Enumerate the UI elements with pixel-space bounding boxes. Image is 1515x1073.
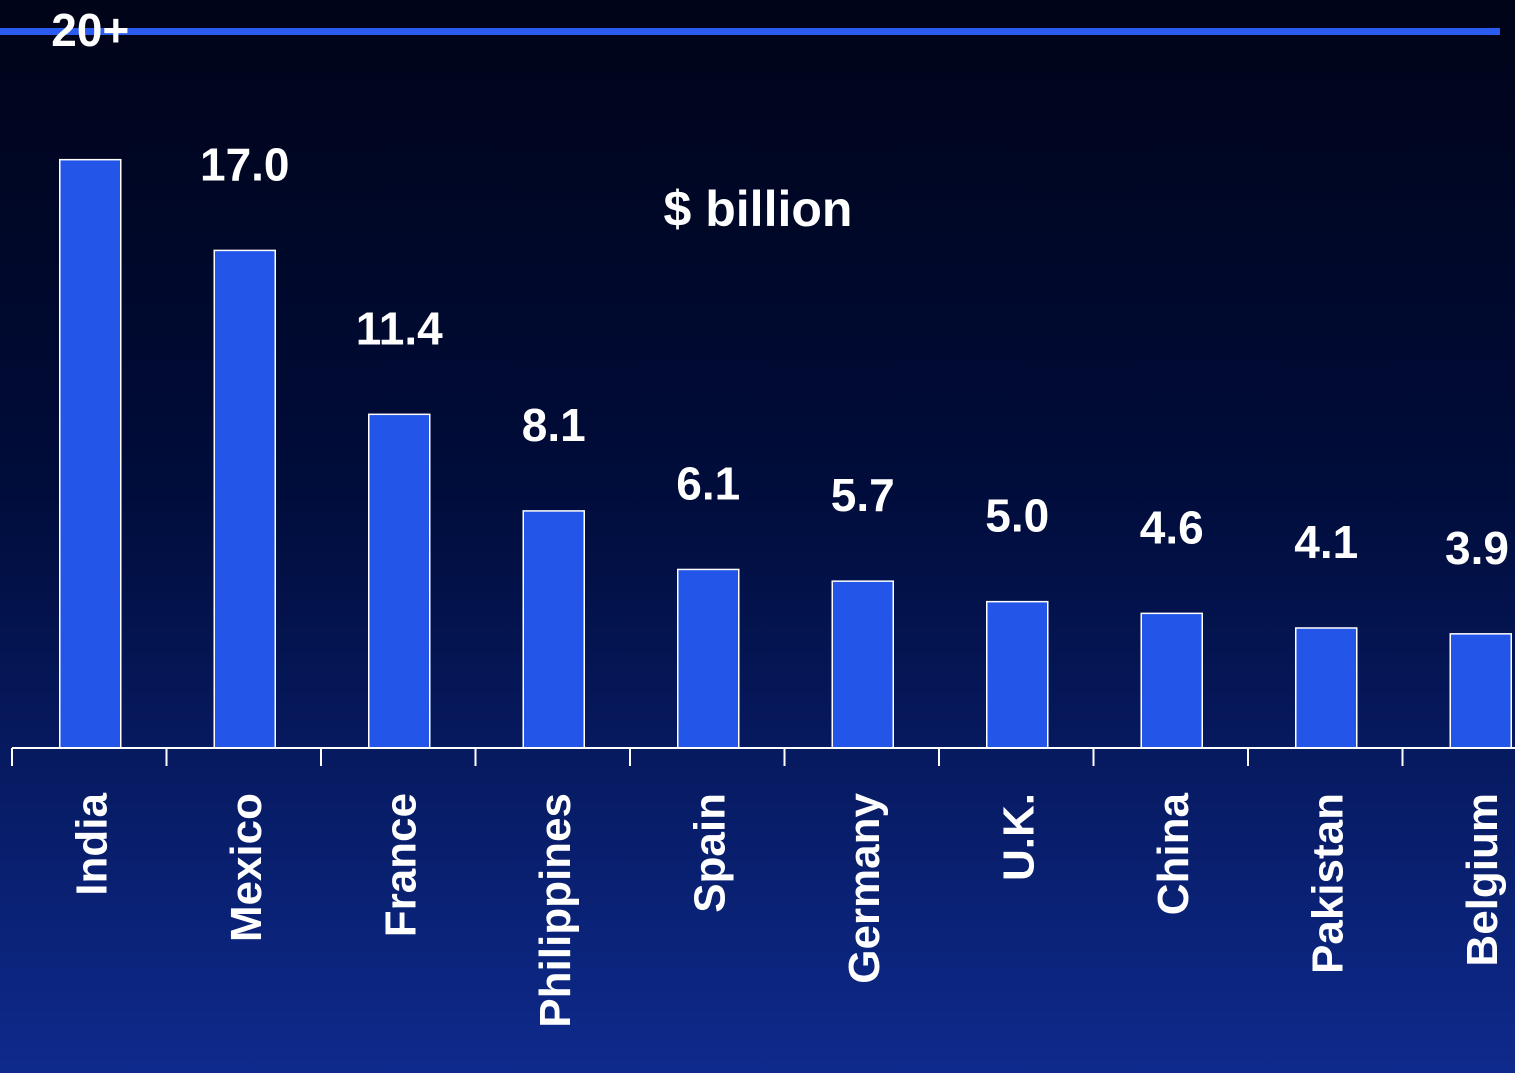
value-label: 20+ [51, 4, 129, 56]
bar-uk [986, 600, 1049, 749]
bar-belgium [1449, 633, 1512, 749]
bar-mexico [213, 249, 276, 749]
x-axis-ticks [11, 748, 1404, 766]
category-label: China [1149, 792, 1198, 915]
value-label: 3.9 [1445, 522, 1509, 574]
bar-india [59, 158, 122, 749]
bars-group [59, 158, 1512, 749]
value-label: 5.7 [831, 469, 895, 521]
category-label: Belgium [1458, 793, 1507, 967]
category-label: India [67, 792, 116, 895]
bar-spain [677, 568, 740, 749]
value-label: 5.0 [985, 490, 1049, 542]
bar-pakistan [1295, 627, 1358, 749]
value-label: 4.6 [1140, 501, 1204, 553]
bar-china [1140, 612, 1203, 749]
category-label: Spain [685, 793, 734, 913]
value-label: 8.1 [522, 399, 586, 451]
value-labels-group: 20+ 17.0 11.4 8.1 6.1 5.7 5.0 4.6 4.1 3.9 [51, 4, 1509, 574]
value-label: 17.0 [200, 138, 290, 190]
bar-germany [831, 580, 894, 749]
header-rule [0, 28, 1500, 35]
category-label: Philippines [531, 793, 580, 1028]
category-label: U.K. [994, 793, 1043, 881]
bar-france [368, 413, 431, 749]
value-label: 4.1 [1294, 516, 1358, 568]
category-label: Pakistan [1303, 793, 1352, 974]
category-label: Germany [840, 792, 889, 983]
category-label: France [376, 793, 425, 937]
bar-philippines [522, 510, 585, 749]
category-label: Mexico [222, 793, 271, 942]
category-labels-group: India Mexico France Philippines Spain Germany… [67, 792, 1507, 1027]
value-label: 11.4 [356, 302, 443, 354]
value-label: 6.1 [676, 457, 740, 509]
unit-label: $ billion [664, 181, 853, 237]
